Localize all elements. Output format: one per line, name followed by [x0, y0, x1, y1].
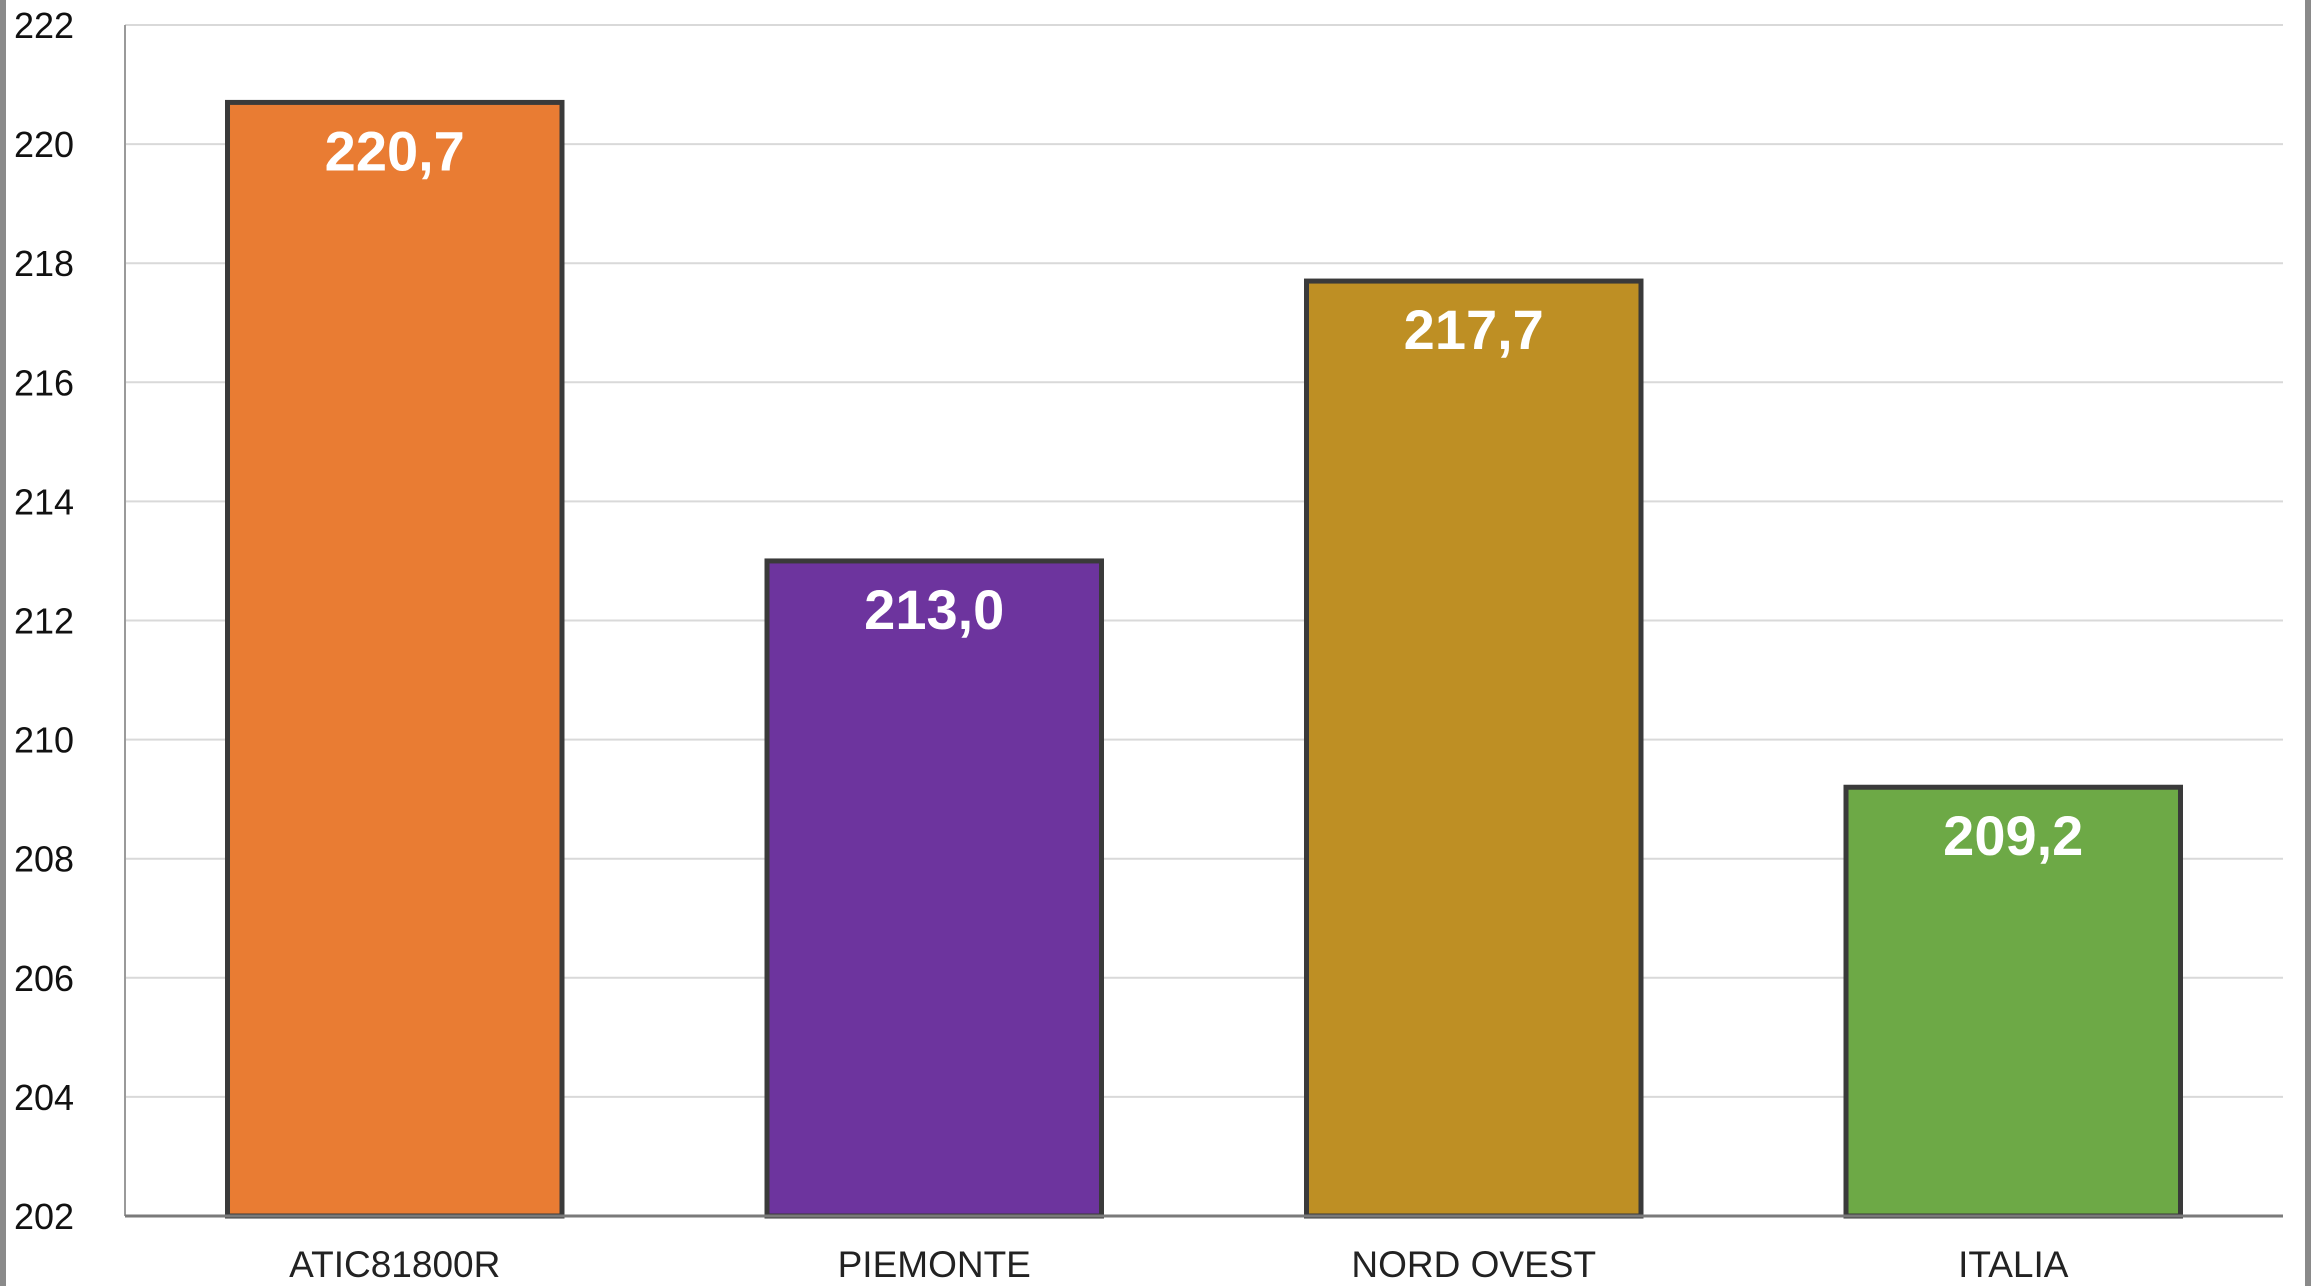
y-tick-label: 212 [14, 601, 74, 642]
bar-nord-ovest [1304, 278, 1644, 1219]
bar-piemonte [764, 558, 1104, 1219]
y-tick-label: 208 [14, 839, 74, 880]
x-category-label: ATIC81800R [289, 1244, 500, 1285]
value-labels: 220,7 213,0 217,7 209,2 [325, 119, 2084, 867]
x-axis: ATIC81800R PIEMONTE NORD OVEST ITALIA [125, 1214, 2283, 1285]
frame-left-border [0, 0, 6, 1286]
gridlines [125, 24, 2283, 1098]
x-category-label: PIEMONTE [838, 1244, 1031, 1285]
y-tick-label: 202 [14, 1196, 74, 1237]
x-category-label: NORD OVEST [1351, 1244, 1596, 1285]
bar-value-label: 209,2 [1943, 804, 2083, 867]
bar-italia [1843, 784, 2183, 1219]
y-tick-label: 204 [14, 1077, 74, 1118]
bar-value-label: 213,0 [864, 578, 1004, 641]
y-tick-label: 214 [14, 481, 74, 522]
bar-atic81800r [225, 99, 565, 1219]
y-axis: 202 204 206 208 210 212 214 216 218 220 222 [14, 5, 126, 1237]
y-tick-label: 222 [14, 5, 74, 46]
bars [225, 99, 2183, 1219]
y-tick-label: 210 [14, 720, 74, 761]
x-category-label: ITALIA [1958, 1244, 2069, 1285]
frame-right-border [2305, 0, 2311, 1286]
bar-value-label: 220,7 [325, 119, 465, 182]
y-tick-label: 206 [14, 958, 74, 999]
y-tick-label: 220 [14, 124, 74, 165]
y-tick-label: 216 [14, 362, 74, 403]
bar-value-label: 217,7 [1404, 298, 1544, 361]
y-tick-label: 218 [14, 243, 74, 284]
